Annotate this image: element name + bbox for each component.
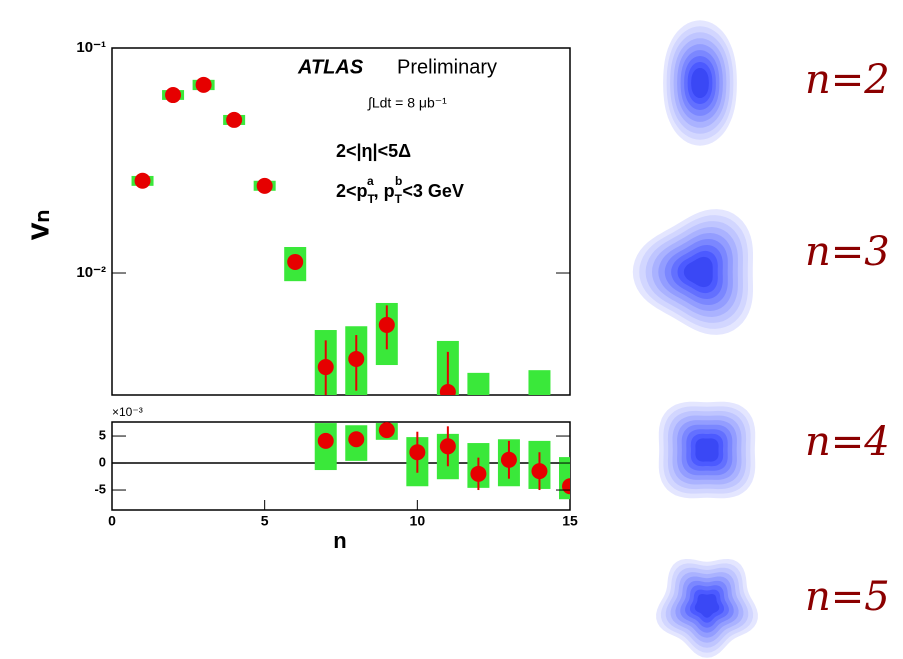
- data-point: [500, 451, 517, 468]
- x-tick-label: 0: [108, 513, 116, 529]
- bottom-plot: [112, 422, 570, 500]
- data-point: [287, 253, 304, 270]
- systematic-box: [559, 457, 570, 500]
- systematic-box: [528, 370, 551, 395]
- data-point: [409, 444, 426, 461]
- experiment: ATLAS: [297, 56, 364, 78]
- data-point: [531, 463, 548, 480]
- data-point: [378, 422, 395, 439]
- pt-cut-part: 2<p: [336, 181, 368, 201]
- y-tick-label: 10⁻¹: [76, 39, 106, 56]
- luminosity: ∫Ldt = 8 μb⁻¹: [367, 95, 447, 111]
- pt-cut-part: <3 GeV: [402, 181, 464, 201]
- shape-label: n=5: [805, 574, 890, 620]
- data-point: [134, 172, 151, 189]
- shape-layer: [683, 256, 713, 288]
- data-point: [256, 177, 273, 194]
- data-point: [165, 87, 182, 104]
- systematic-box: [467, 372, 490, 395]
- shape-layer: [695, 438, 719, 462]
- data-point: [317, 432, 334, 449]
- top-plot: [131, 76, 551, 395]
- data-point: [470, 465, 487, 482]
- x-tick-label: 10: [410, 513, 426, 529]
- axis-multiplier: ×10⁻³: [112, 405, 143, 419]
- top-frame: [111, 47, 571, 396]
- pt-cut-part: T: [395, 192, 403, 206]
- shape-layer: [691, 68, 709, 98]
- data-point: [439, 438, 456, 455]
- x-axis-label: n: [333, 528, 346, 553]
- axes: 10⁻¹ 10⁻² -5 0 5 0 5 10 15: [76, 39, 578, 529]
- x-tick-label: 5: [261, 513, 269, 529]
- data-point: [562, 478, 570, 495]
- data-point: [378, 316, 395, 333]
- x-tick-label: 15: [562, 513, 578, 529]
- shape-label: n=4: [805, 419, 890, 465]
- shape-label: n=2: [805, 57, 890, 103]
- status: Preliminary: [397, 56, 497, 78]
- data-point: [317, 359, 334, 376]
- data-point: [348, 431, 365, 448]
- pt-cut-part: b: [395, 174, 402, 188]
- pt-cut-part: T: [368, 192, 376, 206]
- data-point: [226, 111, 243, 128]
- eta-cut: 2<|η|<5Δ: [336, 141, 411, 161]
- shape-label: n=3: [805, 229, 890, 275]
- y-tick-label: 0: [99, 454, 106, 469]
- shape-layer: [694, 594, 720, 618]
- y-tick-label: -5: [94, 481, 106, 496]
- y-tick-label: 5: [99, 427, 106, 442]
- pt-cut: 2<pTa, pTb<3 GeV: [336, 174, 464, 206]
- pt-cut-part: a: [367, 174, 374, 188]
- pt-cut-part: , p: [374, 181, 395, 201]
- shapes: n=2 n=3 n=4 n=5: [632, 20, 890, 658]
- y-tick-label: 10⁻²: [76, 264, 106, 281]
- data-point: [195, 76, 212, 93]
- data-point: [348, 350, 365, 367]
- data-point: [439, 383, 456, 395]
- y-axis-label: vₙ: [19, 210, 55, 241]
